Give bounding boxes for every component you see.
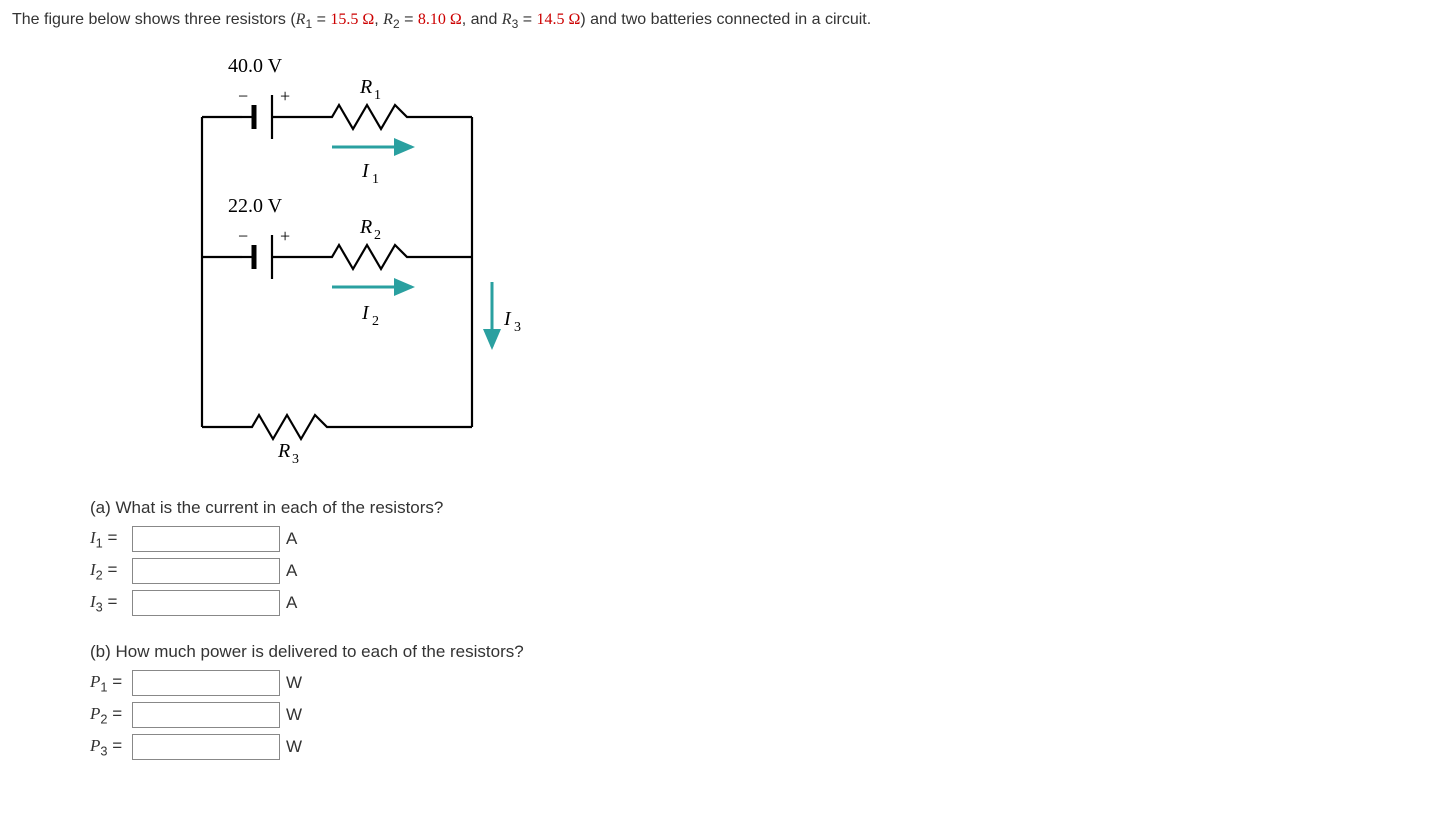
resistor-r2 <box>322 245 422 269</box>
i3-sym: I <box>503 308 512 330</box>
answer-row-i3: I3 = A <box>90 590 1436 616</box>
i3-label-sub: 3 <box>96 599 103 614</box>
i1-input[interactable] <box>132 526 280 552</box>
i3-unit: A <box>286 593 297 613</box>
i2-unit: A <box>286 561 297 581</box>
p2-label-sym: P <box>90 704 100 723</box>
eq2: = <box>400 11 418 28</box>
answer-row-i1: I1 = A <box>90 526 1436 552</box>
i3-sub: 3 <box>514 320 521 335</box>
i1-label-sub: 1 <box>96 535 103 550</box>
r2-sym: R <box>383 11 393 28</box>
answer-row-i2: I2 = A <box>90 558 1436 584</box>
r3-fig-sub: 3 <box>292 452 299 467</box>
p3-label-sub: 3 <box>100 743 107 758</box>
resistor-r1 <box>322 105 422 129</box>
r2-sub: 2 <box>393 17 400 31</box>
i2-input[interactable] <box>132 558 280 584</box>
r2-val: 8.10 Ω <box>418 11 462 28</box>
circuit-figure: − + 40.0 V R 1 I 1 − + 22.0 V R 2 I 2 I <box>182 47 1436 472</box>
circuit-svg: − + 40.0 V R 1 I 1 − + 22.0 V R 2 I 2 I <box>182 47 542 467</box>
resistor-r3 <box>242 415 342 439</box>
problem-intro: The figure below shows three resistors (… <box>12 8 1436 33</box>
sep1: , <box>374 11 383 28</box>
p2-unit: W <box>286 705 302 725</box>
sep2: , and <box>462 11 502 28</box>
battery2-minus: − <box>238 226 248 246</box>
part-b: (b) How much power is delivered to each … <box>90 642 1436 760</box>
r2-fig-sym: R <box>359 216 372 238</box>
battery1-plus: + <box>280 86 290 106</box>
answer-row-p1: P1 = W <box>90 670 1436 696</box>
battery1-minus: − <box>238 86 248 106</box>
i1-sym: I <box>361 160 370 182</box>
i1-unit: A <box>286 529 297 549</box>
i3-input[interactable] <box>132 590 280 616</box>
p3-label-sym: P <box>90 736 100 755</box>
r1-sym: R <box>296 11 306 28</box>
intro-prefix: The figure below shows three resistors ( <box>12 11 296 28</box>
answer-row-p3: P3 = W <box>90 734 1436 760</box>
eq1: = <box>312 11 330 28</box>
part-a-prompt: (a) What is the current in each of the r… <box>90 498 1436 518</box>
r3-fig-sym: R <box>277 440 290 462</box>
part-a: (a) What is the current in each of the r… <box>90 498 1436 616</box>
eq3: = <box>518 11 536 28</box>
i2-sub: 2 <box>372 314 379 329</box>
p1-unit: W <box>286 673 302 693</box>
p3-unit: W <box>286 737 302 757</box>
v1-label: 40.0 V <box>228 55 283 77</box>
r1-fig-sub: 1 <box>374 88 381 103</box>
battery2-plus: + <box>280 226 290 246</box>
p2-input[interactable] <box>132 702 280 728</box>
r3-val: 14.5 Ω <box>536 11 580 28</box>
r1-fig-sym: R <box>359 76 372 98</box>
intro-suffix: ) and two batteries connected in a circu… <box>580 11 871 28</box>
r1-val: 15.5 Ω <box>330 11 374 28</box>
i2-sym: I <box>361 302 370 324</box>
p1-label-sub: 1 <box>100 679 107 694</box>
i1-sub: 1 <box>372 172 379 187</box>
part-b-prompt: (b) How much power is delivered to each … <box>90 642 1436 662</box>
p3-input[interactable] <box>132 734 280 760</box>
r2-fig-sub: 2 <box>374 228 381 243</box>
answer-row-p2: P2 = W <box>90 702 1436 728</box>
i2-label-sub: 2 <box>96 567 103 582</box>
p1-input[interactable] <box>132 670 280 696</box>
p2-label-sub: 2 <box>100 711 107 726</box>
p1-label-sym: P <box>90 672 100 691</box>
r3-sym: R <box>502 11 512 28</box>
v2-label: 22.0 V <box>228 195 283 217</box>
